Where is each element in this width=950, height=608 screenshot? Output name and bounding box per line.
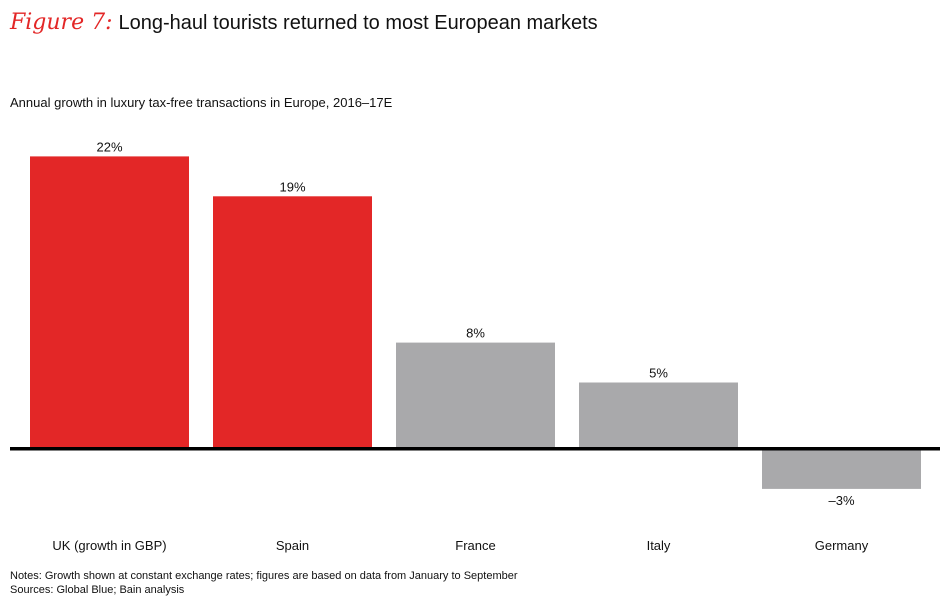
category-label-3: Italy <box>647 538 671 553</box>
notes-text: Notes: Growth shown at constant exchange… <box>10 570 518 582</box>
chart-title: Figure 7: Long-haul tourists returned to … <box>10 10 598 35</box>
footer-notes: Notes: Growth shown at constant exchange… <box>10 569 518 597</box>
sources-text: Sources: Global Blue; Bain analysis <box>10 584 185 596</box>
bar-3 <box>579 382 738 449</box>
zero-baseline <box>10 447 940 451</box>
bar-2 <box>396 342 555 449</box>
bar-4 <box>762 449 921 489</box>
title-text: Long-haul tourists returned to most Euro… <box>118 12 598 34</box>
data-label-0: 22% <box>96 139 122 154</box>
data-label-2: 8% <box>466 326 485 341</box>
data-label-3: 5% <box>649 366 668 381</box>
bar-1 <box>213 196 372 449</box>
category-label-4: Germany <box>815 538 869 553</box>
category-label-1: Spain <box>276 538 309 553</box>
category-label-2: France <box>455 538 495 553</box>
category-label-0: UK (growth in GBP) <box>52 538 166 553</box>
figure-label: Figure 7: <box>10 10 113 35</box>
bar-0 <box>30 156 189 449</box>
chart-subtitle: Annual growth in luxury tax-free transac… <box>10 95 393 110</box>
data-label-1: 19% <box>279 179 305 194</box>
data-label-4: –3% <box>828 493 854 508</box>
